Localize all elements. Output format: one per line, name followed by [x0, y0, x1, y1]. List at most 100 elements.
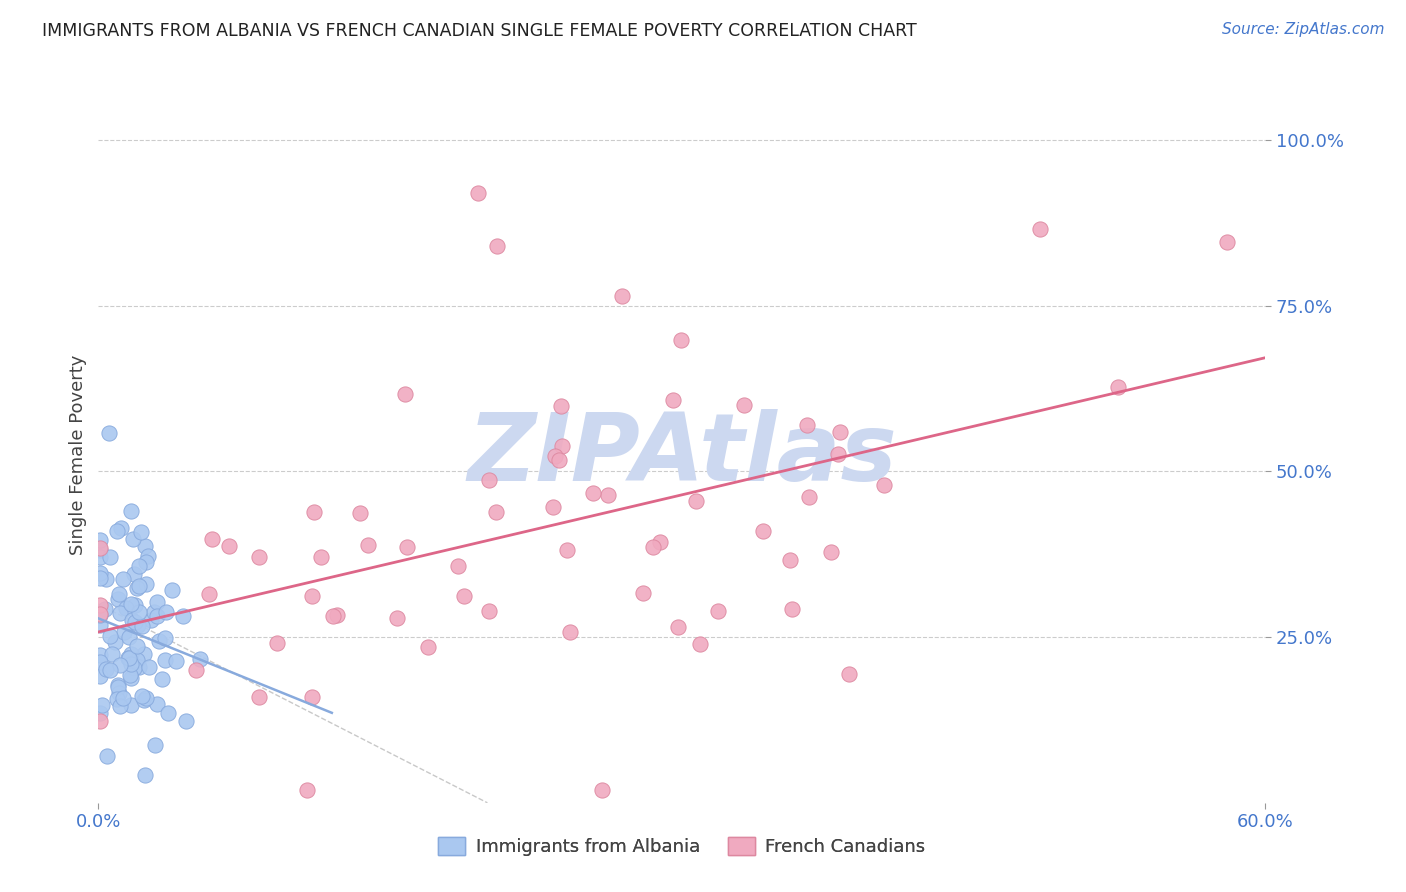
Point	[89, 598, 111, 612]
Point	[120, 648, 142, 662]
Point	[96, 572, 118, 586]
Point	[387, 611, 409, 625]
Point	[543, 500, 565, 515]
Point	[105, 524, 128, 539]
Point	[89, 648, 111, 662]
Point	[117, 651, 139, 665]
Point	[153, 653, 176, 667]
Point	[485, 505, 508, 519]
Text: ZIPAtlas: ZIPAtlas	[467, 409, 897, 501]
Point	[1107, 380, 1129, 394]
Point	[266, 636, 288, 650]
Point	[124, 598, 146, 612]
Point	[125, 640, 148, 654]
Point	[145, 738, 167, 752]
Point	[598, 487, 620, 501]
Point	[110, 521, 132, 535]
Point	[582, 485, 605, 500]
Point	[322, 609, 344, 624]
Point	[551, 439, 574, 453]
Point	[416, 640, 439, 655]
Point	[198, 587, 221, 601]
Point	[548, 453, 571, 467]
Point	[96, 662, 118, 676]
Text: IMMIGRANTS FROM ALBANIA VS FRENCH CANADIAN SINGLE FEMALE POVERTY CORRELATION CHA: IMMIGRANTS FROM ALBANIA VS FRENCH CANADI…	[42, 22, 917, 40]
Point	[467, 186, 489, 201]
Point	[820, 545, 842, 559]
Point	[190, 652, 212, 666]
Point	[120, 668, 142, 682]
Point	[89, 608, 111, 623]
Point	[326, 608, 349, 623]
Point	[309, 550, 332, 565]
Point	[873, 478, 896, 492]
Point	[827, 447, 849, 461]
Point	[134, 768, 156, 782]
Point	[138, 660, 160, 674]
Point	[477, 473, 499, 487]
Point	[120, 504, 142, 518]
Point	[111, 572, 134, 586]
Point	[662, 393, 685, 408]
Point	[669, 334, 692, 348]
Point	[121, 533, 143, 547]
Point	[128, 660, 150, 674]
Point	[94, 602, 117, 616]
Point	[685, 494, 707, 508]
Point	[135, 690, 157, 705]
Point	[550, 399, 572, 413]
Point	[98, 629, 121, 643]
Point	[108, 606, 131, 620]
Point	[453, 589, 475, 603]
Point	[135, 577, 157, 591]
Point	[89, 572, 111, 586]
Point	[89, 714, 111, 729]
Text: Source: ZipAtlas.com: Source: ZipAtlas.com	[1222, 22, 1385, 37]
Point	[633, 585, 655, 599]
Y-axis label: Single Female Poverty: Single Female Poverty	[69, 355, 87, 555]
Point	[108, 698, 131, 713]
Point	[146, 608, 169, 623]
Point	[120, 672, 142, 686]
Point	[134, 693, 156, 707]
Point	[98, 425, 121, 440]
Point	[301, 589, 323, 603]
Point	[127, 581, 149, 595]
Point	[797, 490, 820, 504]
Point	[218, 539, 240, 553]
Point	[478, 604, 501, 618]
Point	[1215, 235, 1237, 250]
Point	[135, 555, 157, 569]
Point	[139, 614, 162, 628]
Point	[107, 680, 129, 694]
Point	[111, 690, 134, 705]
Point	[89, 549, 111, 564]
Point	[91, 698, 114, 713]
Point	[108, 587, 131, 601]
Point	[302, 504, 325, 518]
Point	[89, 533, 111, 547]
Point	[121, 614, 143, 628]
Point	[779, 552, 801, 566]
Point	[641, 540, 664, 554]
Point	[543, 450, 565, 464]
Point	[131, 690, 153, 704]
Point	[156, 706, 179, 720]
Point	[782, 602, 804, 616]
Point	[128, 605, 150, 619]
Point	[828, 425, 851, 439]
Point	[104, 634, 127, 648]
Point	[120, 698, 142, 712]
Point	[89, 541, 111, 555]
Point	[165, 654, 187, 668]
Legend: Immigrants from Albania, French Canadians: Immigrants from Albania, French Canadian…	[432, 830, 932, 863]
Point	[349, 506, 371, 520]
Point	[146, 697, 169, 711]
Point	[357, 538, 380, 552]
Point	[752, 524, 775, 539]
Point	[172, 608, 194, 623]
Point	[108, 658, 131, 673]
Point	[89, 607, 111, 622]
Point	[796, 417, 818, 432]
Point	[96, 748, 118, 763]
